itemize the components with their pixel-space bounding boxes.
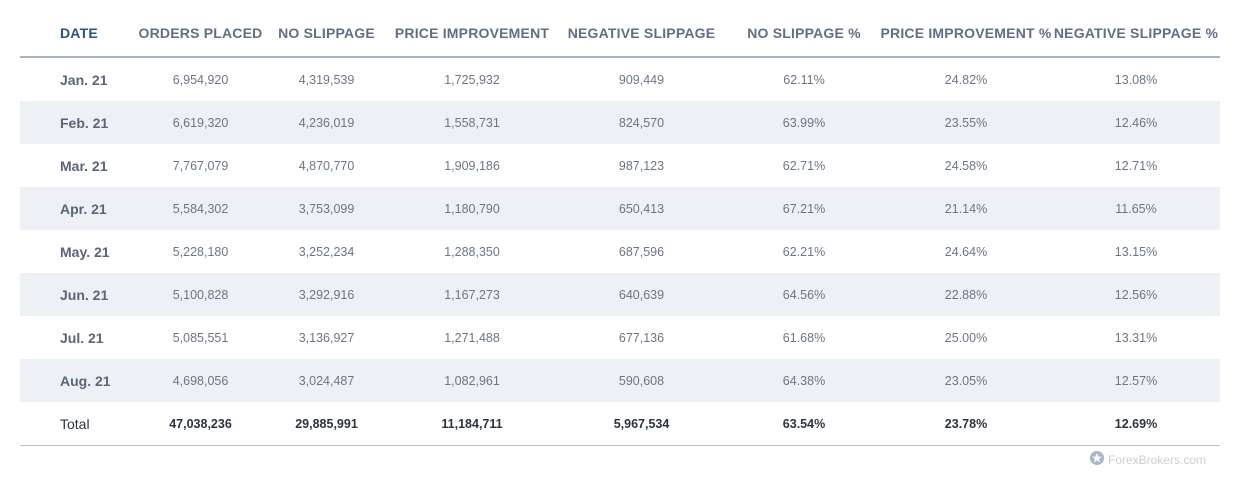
cell-price-improvement-pct: 23.55% (880, 101, 1052, 144)
cell-no-slippage-pct: 62.71% (782, 158, 826, 173)
table-row: Jun. 21 5,100,828 3,292,916 1,167,273 64… (20, 273, 1220, 316)
cell-negative-slippage-pct: 13.08% (1114, 72, 1158, 87)
table-row: Mar. 21 7,767,079 4,870,770 1,909,186 98… (20, 144, 1220, 187)
cell-no-slippage-pct: 67.21% (728, 187, 880, 230)
cell-no-slippage: 4,870,770 (298, 158, 355, 173)
cell-price-improvement: 1,288,350 (444, 244, 500, 259)
cell-negative-slippage-pct: 13.15% (1114, 244, 1158, 259)
table-row: Jul. 21 5,085,551 3,136,927 1,271,488 67… (20, 316, 1220, 359)
cell-no-slippage: 3,292,916 (264, 273, 389, 316)
total-label: Total (20, 402, 137, 446)
cell-price-improvement: 1,909,186 (444, 158, 500, 173)
cell-no-slippage: 4,319,539 (298, 72, 355, 87)
table-row: Jan. 21 6,954,920 4,319,539 1,725,932 90… (20, 57, 1220, 101)
header-no-slippage-pct: NO SLIPPAGE % (728, 10, 880, 58)
total-price-improvement: 11,184,711 (389, 402, 555, 446)
forexbrokers-watermark-text: ForexBrokers.com (1108, 452, 1207, 467)
cell-price-improvement: 1,271,488 (444, 330, 500, 345)
cell-price-improvement: 1,082,961 (389, 359, 555, 402)
cell-negative-slippage: 824,570 (555, 101, 728, 144)
cell-no-slippage: 3,753,099 (264, 187, 389, 230)
header-date: DATE (20, 10, 137, 58)
cell-date: Jan. 21 (60, 71, 108, 88)
table-total-row: Total 47,038,236 29,885,991 11,184,711 5… (20, 402, 1220, 446)
cell-orders-placed: 6,619,320 (137, 101, 264, 144)
header-price-improvement-pct: PRICE IMPROVEMENT % (880, 10, 1052, 58)
table-row: Apr. 21 5,584,302 3,753,099 1,180,790 65… (20, 187, 1220, 230)
cell-price-improvement-pct: 22.88% (880, 273, 1052, 316)
cell-orders-placed: 5,100,828 (137, 273, 264, 316)
cell-date: Feb. 21 (20, 101, 137, 144)
cell-price-improvement: 1,167,273 (389, 273, 555, 316)
cell-date: Mar. 21 (60, 157, 108, 174)
total-negative-slippage-pct: 12.69% (1052, 402, 1220, 446)
cell-no-slippage: 3,136,927 (298, 330, 355, 345)
total-negative-slippage: 5,967,534 (555, 402, 728, 446)
cell-negative-slippage: 909,449 (618, 72, 665, 87)
cell-price-improvement-pct: 23.05% (880, 359, 1052, 402)
cell-negative-slippage-pct: 12.46% (1052, 101, 1220, 144)
total-no-slippage: 29,885,991 (264, 402, 389, 446)
header-no-slippage: NO SLIPPAGE (264, 10, 389, 58)
forexbrokers-logo-icon (1089, 450, 1108, 469)
cell-orders-placed: 6,954,920 (172, 72, 229, 87)
slippage-table: DATE ORDERS PLACED NO SLIPPAGE PRICE IMP… (20, 10, 1220, 446)
forexbrokers-watermark: ForexBrokers.com (1089, 450, 1206, 469)
cell-price-improvement: 1,558,731 (389, 101, 555, 144)
cell-no-slippage-pct: 62.21% (782, 244, 826, 259)
cell-orders-placed: 5,228,180 (172, 244, 229, 259)
cell-date: Jun. 21 (20, 273, 137, 316)
cell-negative-slippage: 640,639 (555, 273, 728, 316)
cell-negative-slippage-pct: 12.57% (1052, 359, 1220, 402)
cell-negative-slippage-pct: 12.71% (1114, 158, 1158, 173)
cell-negative-slippage: 677,136 (618, 330, 665, 345)
total-orders-placed: 47,038,236 (137, 402, 264, 446)
cell-price-improvement-pct: 24.58% (944, 158, 988, 173)
cell-orders-placed: 7,767,079 (172, 158, 229, 173)
cell-price-improvement-pct: 21.14% (880, 187, 1052, 230)
cell-date: Aug. 21 (20, 359, 137, 402)
table-row: Aug. 21 4,698,056 3,024,487 1,082,961 59… (20, 359, 1220, 402)
cell-negative-slippage: 590,608 (555, 359, 728, 402)
cell-orders-placed: 5,085,551 (172, 330, 229, 345)
cell-no-slippage: 3,252,234 (298, 244, 355, 259)
cell-no-slippage-pct: 64.56% (728, 273, 880, 316)
cell-no-slippage-pct: 62.11% (783, 72, 825, 87)
cell-negative-slippage: 687,596 (618, 244, 665, 259)
cell-date: Jul. 21 (60, 329, 104, 346)
cell-no-slippage: 4,236,019 (264, 101, 389, 144)
cell-price-improvement: 1,180,790 (389, 187, 555, 230)
table-header-row: DATE ORDERS PLACED NO SLIPPAGE PRICE IMP… (20, 10, 1220, 58)
total-no-slippage-pct: 63.54% (728, 402, 880, 446)
cell-price-improvement-pct: 25.00% (944, 330, 988, 345)
cell-no-slippage-pct: 63.99% (728, 101, 880, 144)
cell-negative-slippage-pct: 13.31% (1114, 330, 1158, 345)
cell-no-slippage: 3,024,487 (264, 359, 389, 402)
cell-price-improvement: 1,725,932 (444, 72, 500, 87)
header-orders-placed: ORDERS PLACED (137, 10, 264, 58)
cell-date: May. 21 (60, 243, 110, 260)
header-negative-slippage-pct: NEGATIVE SLIPPAGE % (1052, 10, 1220, 58)
cell-negative-slippage-pct: 12.56% (1052, 273, 1220, 316)
cell-price-improvement-pct: 24.64% (944, 244, 988, 259)
cell-price-improvement-pct: 24.82% (944, 72, 988, 87)
cell-negative-slippage-pct: 11.65% (1052, 187, 1220, 230)
cell-negative-slippage: 650,413 (555, 187, 728, 230)
table-row: Feb. 21 6,619,320 4,236,019 1,558,731 82… (20, 101, 1220, 144)
cell-negative-slippage: 987,123 (618, 158, 665, 173)
header-negative-slippage: NEGATIVE SLIPPAGE (555, 10, 728, 58)
table-row: May. 21 5,228,180 3,252,234 1,288,350 68… (20, 230, 1220, 273)
cell-date: Apr. 21 (20, 187, 137, 230)
cell-orders-placed: 4,698,056 (137, 359, 264, 402)
header-price-improvement: PRICE IMPROVEMENT (389, 10, 555, 58)
cell-no-slippage-pct: 64.38% (728, 359, 880, 402)
total-price-improvement-pct: 23.78% (880, 402, 1052, 446)
cell-no-slippage-pct: 61.68% (782, 330, 826, 345)
cell-orders-placed: 5,584,302 (137, 187, 264, 230)
